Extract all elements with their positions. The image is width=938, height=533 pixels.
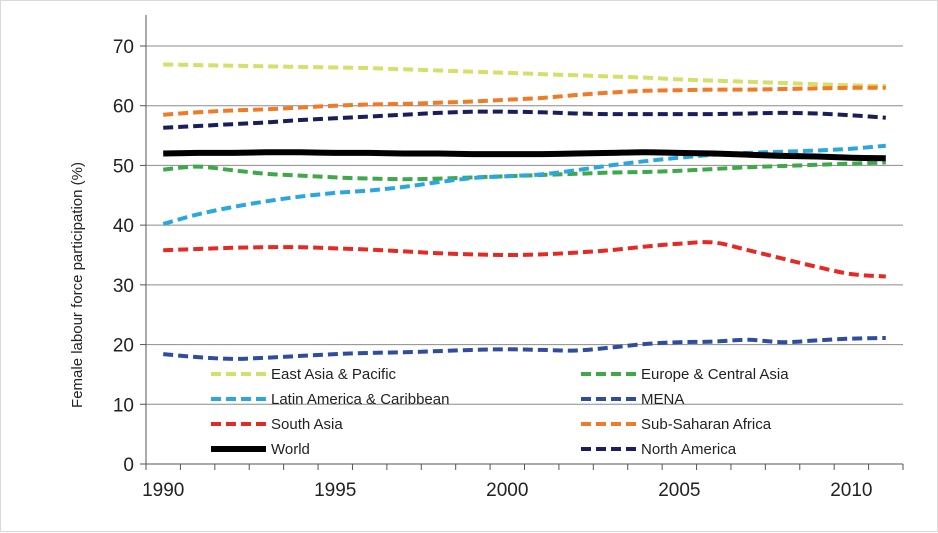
series-lines [162,62,886,361]
series-line-latin-america-and-caribbean [162,143,886,226]
series-line-mena [163,336,886,361]
x-tick-label: 2000 [486,480,528,501]
series-line-south-asia [163,240,886,279]
x-tick-label: 2010 [830,480,872,501]
series-line-north-america [163,109,886,130]
legend-label-latin-america-and-caribbean: Latin America & Caribbean [271,391,449,408]
y-tick-label: 20 [113,336,134,357]
y-tick-label: 10 [113,395,134,416]
y-tick-label: 70 [113,37,134,58]
y-axis-title: Female labour force participation (%) [69,162,86,408]
legend-label-east-asia-and-pacific: East Asia & Pacific [271,366,397,383]
legend-label-north-america: North America [641,441,737,458]
legend: East Asia & Pacific Europe & Central Asia… [211,366,789,458]
gridlines [146,45,903,465]
series-line-sub-saharan-africa [163,85,886,117]
x-tick-label: 1995 [314,480,356,501]
y-tick-label: 40 [113,216,134,237]
legend-label-mena: MENA [641,391,684,408]
legend-label-south-asia: South Asia [271,416,343,433]
series-line-east-asia-and-pacific [163,62,886,88]
legend-label-sub-saharan-africa: Sub-Saharan Africa [641,416,772,433]
series-line-world [163,149,886,162]
y-tick-label: 60 [113,97,134,118]
x-tick-label: 2005 [658,480,700,501]
legend-label-europe-and-central-asia: Europe & Central Asia [641,366,789,383]
y-tick-label: 0 [123,455,134,476]
x-tick-label: 1990 [142,480,184,501]
axes: 0 10 20 30 40 50 60 70 1990 1995 2000 2005 2010 [113,15,904,501]
y-tick-label: 50 [113,156,134,177]
y-tick-label: 30 [113,276,134,297]
legend-label-world: World [271,441,310,458]
